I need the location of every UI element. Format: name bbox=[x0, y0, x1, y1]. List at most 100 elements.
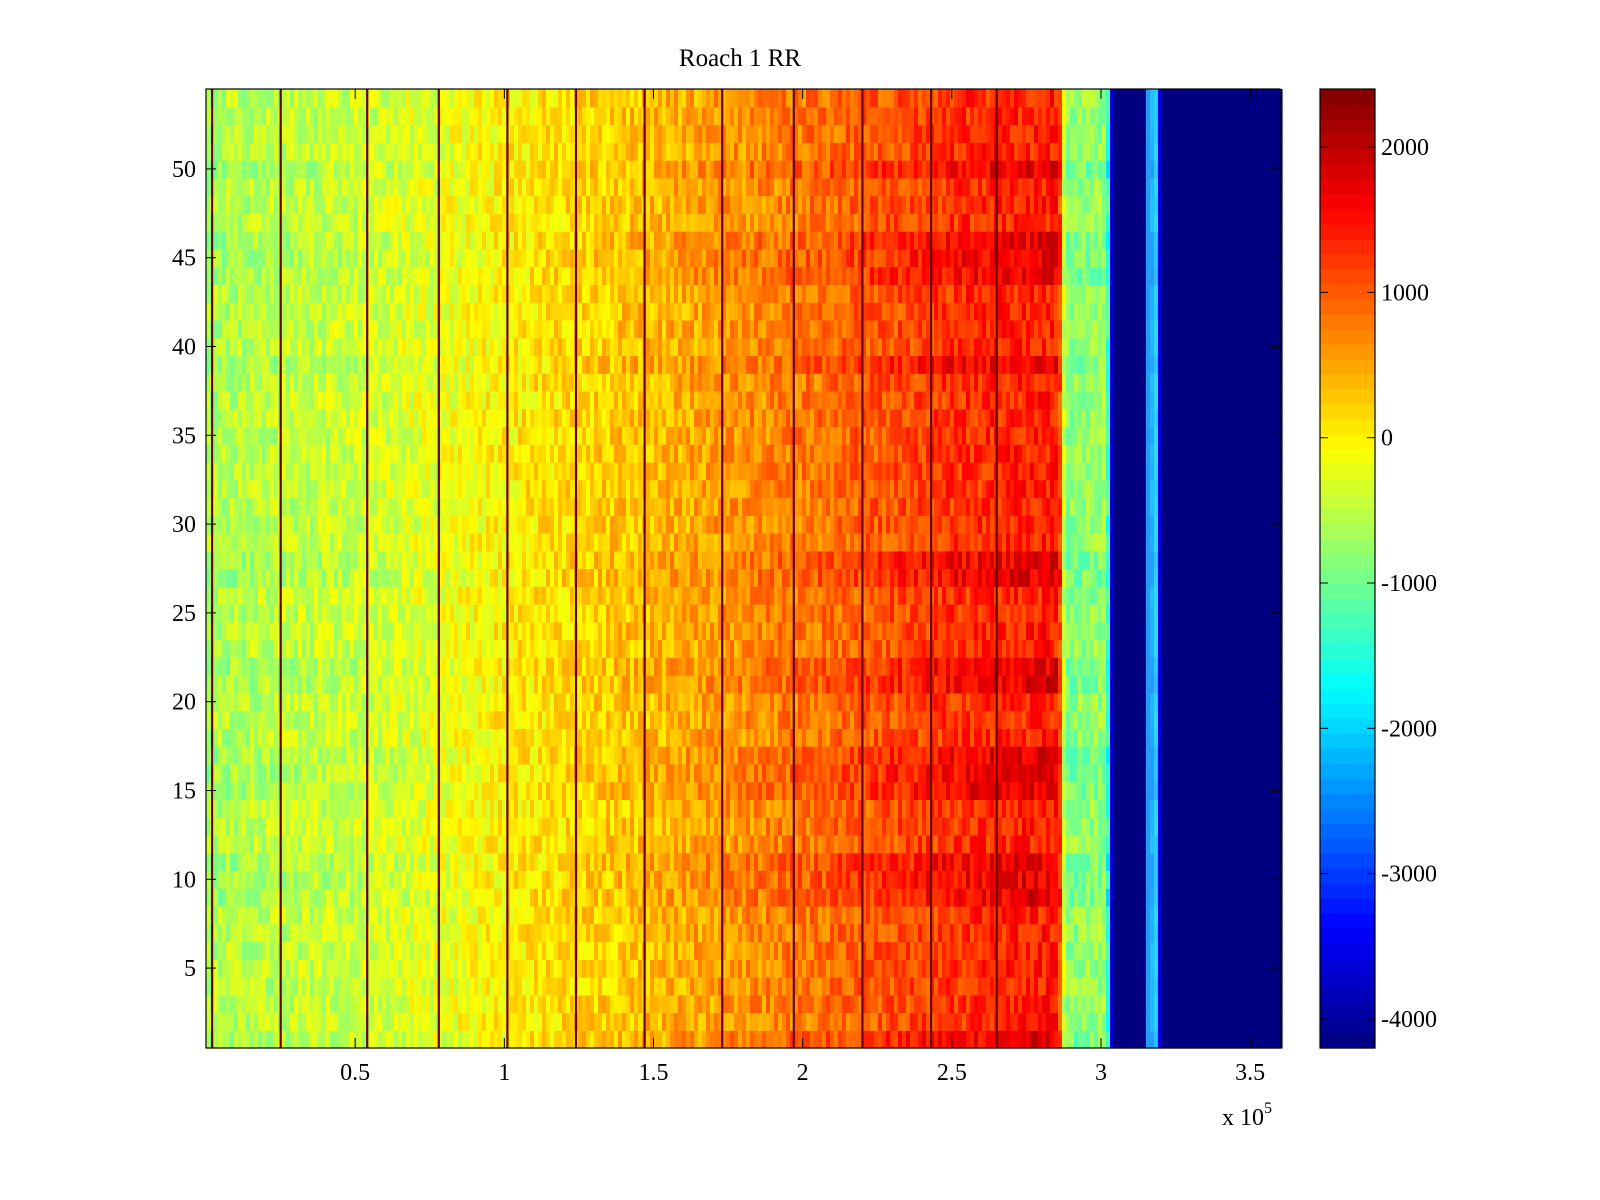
heatmap-cell bbox=[446, 1012, 451, 1031]
heatmap-cell bbox=[746, 728, 751, 747]
heatmap-cell bbox=[434, 728, 439, 747]
heatmap-cell bbox=[290, 977, 295, 996]
heatmap-cell bbox=[1070, 728, 1075, 747]
heatmap-cell bbox=[1030, 799, 1035, 818]
heatmap-cell bbox=[310, 959, 315, 978]
heatmap-cell bbox=[678, 763, 683, 783]
heatmap-cell bbox=[1058, 781, 1063, 800]
heatmap-cell bbox=[350, 905, 355, 925]
heatmap-cell bbox=[386, 994, 391, 1014]
heatmap-cell bbox=[842, 852, 847, 871]
heatmap-cell bbox=[1178, 1030, 1183, 1049]
heatmap-cell bbox=[734, 888, 739, 907]
heatmap-cell bbox=[418, 1030, 423, 1049]
heatmap-cell bbox=[666, 959, 671, 978]
heatmap-cell bbox=[1026, 728, 1031, 747]
heatmap-cell bbox=[1198, 834, 1203, 854]
heatmap-cell bbox=[346, 834, 351, 854]
heatmap-cell bbox=[814, 1012, 819, 1031]
heatmap-cell bbox=[802, 905, 807, 925]
heatmap-cell bbox=[230, 1030, 235, 1049]
heatmap-cell bbox=[846, 781, 851, 800]
heatmap-cell bbox=[1254, 834, 1259, 854]
heatmap-cell bbox=[398, 746, 403, 765]
heatmap-cell bbox=[786, 941, 791, 960]
heatmap-cell bbox=[514, 834, 519, 854]
heatmap-cell bbox=[1254, 923, 1259, 943]
heatmap-cell bbox=[722, 781, 727, 800]
heatmap-cell bbox=[870, 959, 875, 978]
heatmap-cell bbox=[966, 852, 971, 871]
heatmap-cell bbox=[350, 710, 355, 729]
heatmap-cell bbox=[1006, 923, 1011, 943]
heatmap-cell bbox=[890, 905, 895, 925]
heatmap-cell bbox=[566, 959, 571, 978]
heatmap-cell bbox=[1222, 852, 1227, 871]
heatmap-cell bbox=[814, 905, 819, 925]
heatmap-cell bbox=[438, 977, 443, 996]
heatmap-cell bbox=[650, 888, 655, 907]
heatmap-cell bbox=[790, 817, 795, 836]
heatmap-cell bbox=[1026, 905, 1031, 925]
heatmap-cell bbox=[698, 710, 703, 729]
heatmap-cell bbox=[898, 905, 903, 925]
heatmap-cell bbox=[694, 870, 699, 889]
heatmap-cell bbox=[614, 1012, 619, 1031]
heatmap-cell bbox=[1250, 852, 1255, 871]
heatmap-cell bbox=[242, 923, 247, 943]
heatmap-cell bbox=[918, 888, 923, 907]
heatmap-cell bbox=[1246, 834, 1251, 854]
heatmap-cell bbox=[738, 1030, 743, 1049]
heatmap-cell bbox=[806, 1030, 811, 1049]
heatmap-cell bbox=[690, 994, 695, 1014]
heatmap-cell bbox=[586, 817, 591, 836]
heatmap-cell bbox=[1218, 746, 1223, 765]
heatmap-cell bbox=[882, 923, 887, 943]
heatmap-cell bbox=[734, 834, 739, 854]
heatmap-cell bbox=[638, 959, 643, 978]
heatmap-cell bbox=[1126, 799, 1131, 818]
heatmap-cell bbox=[446, 1030, 451, 1049]
heatmap-cell bbox=[414, 923, 419, 943]
heatmap-cell bbox=[754, 994, 759, 1014]
heatmap-cell bbox=[1206, 1030, 1211, 1049]
heatmap-cell bbox=[978, 799, 983, 818]
heatmap-cell bbox=[550, 710, 555, 729]
heatmap-cell bbox=[426, 728, 431, 747]
heatmap-cell bbox=[306, 959, 311, 978]
heatmap-cell bbox=[554, 763, 559, 783]
heatmap-cell bbox=[1190, 852, 1195, 871]
heatmap-cell bbox=[266, 728, 271, 747]
heatmap-cell bbox=[406, 1030, 411, 1049]
heatmap-cell bbox=[990, 941, 995, 960]
heatmap-cell bbox=[906, 781, 911, 800]
heatmap-cell bbox=[450, 763, 455, 783]
heatmap-cell bbox=[1022, 763, 1027, 783]
heatmap-cell bbox=[1238, 870, 1243, 889]
heatmap-cell bbox=[1214, 817, 1219, 836]
heatmap-cell bbox=[254, 923, 259, 943]
heatmap-cell bbox=[870, 817, 875, 836]
heatmap-cell bbox=[606, 1012, 611, 1031]
heatmap-cell bbox=[758, 941, 763, 960]
heatmap-cell bbox=[1006, 977, 1011, 996]
heatmap-cell bbox=[998, 923, 1003, 943]
heatmap-cell bbox=[1178, 923, 1183, 943]
heatmap-cell bbox=[250, 941, 255, 960]
heatmap-cell bbox=[1222, 834, 1227, 854]
heatmap-cell bbox=[386, 799, 391, 818]
heatmap-cell bbox=[1190, 746, 1195, 765]
heatmap-cell bbox=[958, 941, 963, 960]
heatmap-cell bbox=[778, 994, 783, 1014]
heatmap-cell bbox=[658, 781, 663, 800]
heatmap-cell bbox=[226, 781, 231, 800]
heatmap-cell bbox=[1174, 941, 1179, 960]
heatmap-cell bbox=[1130, 799, 1135, 818]
heatmap-cell bbox=[950, 852, 955, 871]
heatmap-cell bbox=[790, 710, 795, 729]
heatmap-cell bbox=[450, 746, 455, 765]
heatmap-cell bbox=[678, 1030, 683, 1049]
heatmap-cell bbox=[326, 888, 331, 907]
heatmap-cell bbox=[702, 799, 707, 818]
heatmap-cell bbox=[698, 994, 703, 1014]
